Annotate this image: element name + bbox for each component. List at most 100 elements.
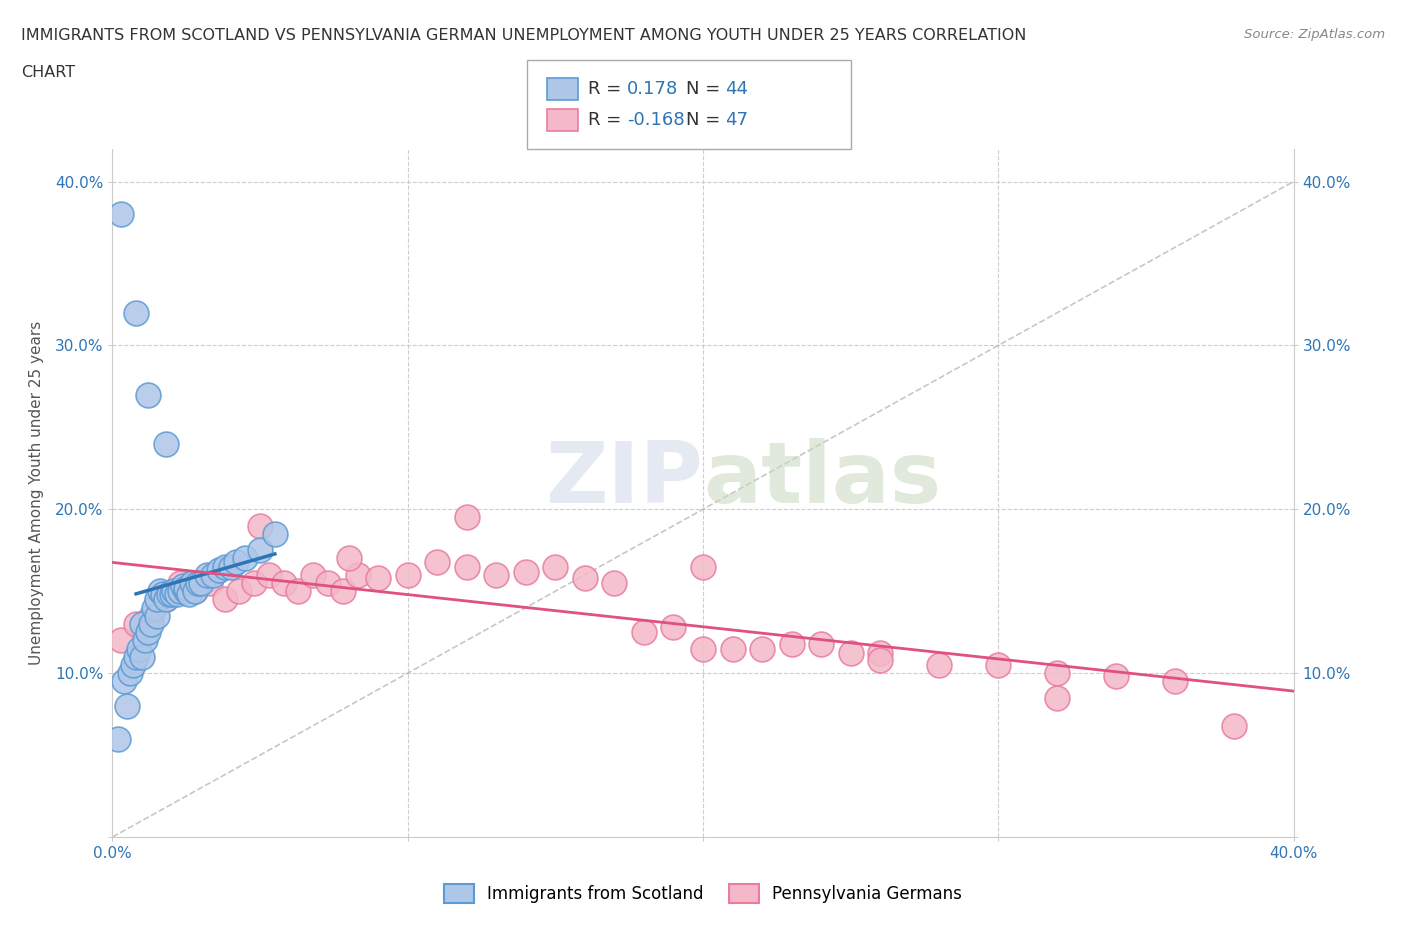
Point bbox=[190, 576, 212, 591]
Point bbox=[225, 554, 247, 569]
Point bbox=[456, 510, 478, 525]
Point bbox=[131, 617, 153, 631]
Text: Source: ZipAtlas.com: Source: ZipAtlas.com bbox=[1244, 28, 1385, 41]
Point bbox=[287, 584, 309, 599]
Text: R =: R = bbox=[588, 111, 627, 129]
Point bbox=[107, 731, 129, 746]
Text: ZIP: ZIP bbox=[546, 438, 703, 521]
Point bbox=[273, 576, 295, 591]
Point bbox=[155, 592, 177, 607]
Point bbox=[751, 641, 773, 656]
Point bbox=[169, 584, 191, 599]
Point bbox=[316, 576, 339, 591]
Point bbox=[337, 551, 360, 565]
Legend: Immigrants from Scotland, Pennsylvania Germans: Immigrants from Scotland, Pennsylvania G… bbox=[436, 875, 970, 911]
Point bbox=[157, 587, 180, 602]
Point bbox=[367, 571, 389, 586]
Point bbox=[146, 608, 169, 623]
Point bbox=[117, 698, 138, 713]
Point bbox=[228, 584, 250, 599]
Point bbox=[1046, 690, 1069, 705]
Point bbox=[201, 567, 224, 582]
Point bbox=[515, 565, 537, 579]
Point bbox=[125, 617, 148, 631]
Point bbox=[485, 567, 508, 582]
Point bbox=[146, 592, 169, 607]
Point bbox=[810, 636, 832, 651]
Point bbox=[692, 559, 714, 574]
Point bbox=[633, 625, 655, 640]
Point bbox=[110, 206, 132, 221]
Point bbox=[214, 559, 236, 574]
Point bbox=[112, 674, 135, 689]
Text: N =: N = bbox=[686, 80, 725, 99]
Point bbox=[839, 646, 862, 661]
Point bbox=[219, 559, 242, 574]
Text: R =: R = bbox=[588, 80, 627, 99]
Point bbox=[1164, 674, 1187, 689]
Point bbox=[184, 584, 207, 599]
Point bbox=[332, 584, 354, 599]
Point bbox=[155, 436, 177, 451]
Point bbox=[125, 305, 148, 320]
Point bbox=[198, 576, 221, 591]
Point bbox=[243, 576, 266, 591]
Point bbox=[574, 571, 596, 586]
Point bbox=[142, 600, 165, 615]
Point bbox=[396, 567, 419, 582]
Text: 0.178: 0.178 bbox=[627, 80, 678, 99]
Point bbox=[662, 619, 685, 634]
Point bbox=[233, 551, 256, 565]
Point bbox=[214, 592, 236, 607]
Point bbox=[174, 580, 197, 595]
Y-axis label: Unemployment Among Youth under 25 years: Unemployment Among Youth under 25 years bbox=[30, 321, 44, 665]
Point bbox=[195, 567, 218, 582]
Point bbox=[136, 625, 159, 640]
Point bbox=[134, 633, 156, 648]
Point bbox=[152, 587, 174, 602]
Point bbox=[346, 567, 368, 582]
Point bbox=[139, 608, 162, 623]
Text: -0.168: -0.168 bbox=[627, 111, 685, 129]
Text: N =: N = bbox=[686, 111, 725, 129]
Point bbox=[426, 554, 449, 569]
Point bbox=[869, 653, 891, 668]
Point bbox=[125, 649, 148, 664]
Point bbox=[780, 636, 803, 651]
Point bbox=[139, 617, 162, 631]
Point bbox=[155, 592, 177, 607]
Point bbox=[692, 641, 714, 656]
Point bbox=[208, 563, 231, 578]
Point bbox=[184, 584, 207, 599]
Text: CHART: CHART bbox=[21, 65, 75, 80]
Point bbox=[1223, 718, 1246, 733]
Text: 47: 47 bbox=[725, 111, 748, 129]
Point bbox=[169, 576, 191, 591]
Text: atlas: atlas bbox=[703, 438, 941, 521]
Point bbox=[128, 641, 150, 656]
Point bbox=[136, 387, 159, 402]
Point bbox=[257, 567, 280, 582]
Point bbox=[1105, 669, 1128, 684]
Text: IMMIGRANTS FROM SCOTLAND VS PENNSYLVANIA GERMAN UNEMPLOYMENT AMONG YOUTH UNDER 2: IMMIGRANTS FROM SCOTLAND VS PENNSYLVANIA… bbox=[21, 28, 1026, 43]
Point bbox=[249, 543, 271, 558]
Point bbox=[174, 584, 197, 599]
Point bbox=[166, 587, 188, 602]
Point bbox=[456, 559, 478, 574]
Point bbox=[122, 658, 145, 672]
Point bbox=[187, 576, 209, 591]
Point bbox=[249, 518, 271, 533]
Point bbox=[172, 578, 194, 593]
Point bbox=[120, 666, 142, 681]
Point bbox=[264, 526, 287, 541]
Text: 44: 44 bbox=[725, 80, 748, 99]
Point bbox=[544, 559, 567, 574]
Point bbox=[603, 576, 626, 591]
Point bbox=[987, 658, 1010, 672]
Point bbox=[1046, 666, 1069, 681]
Point bbox=[928, 658, 950, 672]
Point bbox=[131, 649, 153, 664]
Point bbox=[869, 646, 891, 661]
Point bbox=[302, 567, 325, 582]
Point bbox=[163, 584, 186, 599]
